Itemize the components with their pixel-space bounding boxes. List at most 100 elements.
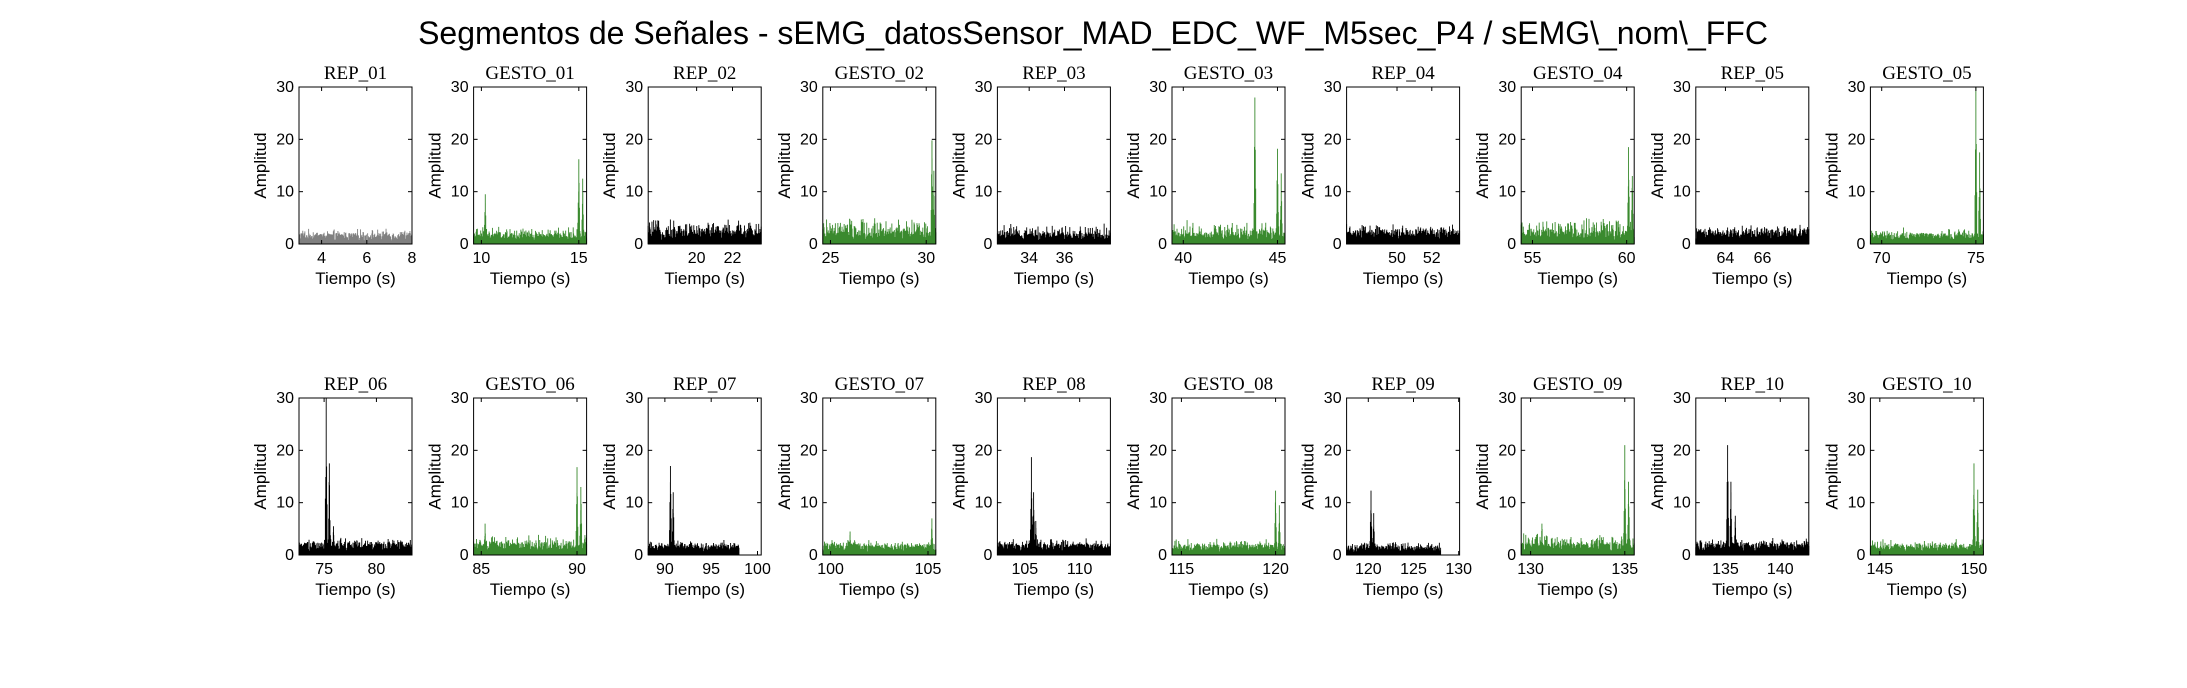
subplot-title: REP_02 [673, 63, 736, 84]
y-tick-label: 0 [1682, 547, 1691, 564]
axes-box [822, 86, 937, 245]
axes-box [647, 86, 762, 245]
subplot-rep-03: 0 10 20 30 34 36 REP_03 Tiempo (s) Amplitud [949, 63, 1111, 288]
y-tick-label: 0 [1682, 236, 1691, 253]
x-tick-label: 45 [1269, 250, 1287, 267]
subplot-title: REP_01 [324, 63, 387, 84]
x-axis-label: Tiempo (s) [1014, 580, 1095, 599]
x-tick-label: 150 [1961, 561, 1988, 578]
x-axis-label: Tiempo (s) [664, 580, 745, 599]
x-tick-label: 6 [362, 250, 371, 267]
x-tick-label: 22 [724, 250, 742, 267]
y-tick-label: 30 [1848, 79, 1866, 96]
subplot-gesto-02: 0 10 20 30 25 30 GESTO_02 Tiempo (s) Amplitud [775, 63, 937, 288]
subplot-title: GESTO_10 [1882, 374, 1971, 395]
x-axis-label: Tiempo (s) [1537, 269, 1618, 288]
x-tick-label: 145 [1866, 561, 1893, 578]
y-axis-label: Amplitud [1473, 132, 1492, 198]
subplot-gesto-06: 0 10 20 30 85 90 GESTO_06 Tiempo (s) Amplitud [426, 374, 588, 599]
y-axis-label: Amplitud [600, 443, 619, 509]
x-axis-label: Tiempo (s) [315, 580, 396, 599]
y-tick-label: 20 [1848, 131, 1866, 148]
y-tick-label: 30 [975, 79, 993, 96]
y-tick-label: 20 [1848, 442, 1866, 459]
figure-title: Segmentos de Señales - sEMG_datosSensor_… [418, 15, 1768, 51]
y-tick-label: 10 [800, 495, 818, 512]
x-axis-label: Tiempo (s) [490, 580, 571, 599]
x-tick-label: 135 [1611, 561, 1638, 578]
y-axis-label: Amplitud [949, 443, 968, 509]
y-axis-label: Amplitud [1124, 132, 1143, 198]
y-axis-label: Amplitud [1124, 443, 1143, 509]
x-tick-label: 75 [315, 561, 333, 578]
y-tick-label: 10 [1324, 184, 1342, 201]
subplot-rep-09: 0 10 20 30 120 125 130 REP_09 Tiempo (s) Amplitud [1299, 374, 1473, 599]
subplot-title: GESTO_04 [1533, 63, 1623, 84]
subplot-title: GESTO_07 [835, 374, 924, 395]
subplot-gesto-03: 0 10 20 30 40 45 GESTO_03 Tiempo (s) Amplitud [1124, 63, 1286, 288]
subplot-title: GESTO_02 [835, 63, 924, 84]
subplot-rep-06: 0 10 20 30 75 80 REP_06 Tiempo (s) Amplitud [251, 374, 413, 599]
y-axis-label: Amplitud [1473, 443, 1492, 509]
subplot-title: REP_08 [1022, 374, 1085, 395]
x-tick-label: 34 [1020, 250, 1038, 267]
y-tick-label: 30 [451, 390, 469, 407]
x-tick-label: 20 [688, 250, 706, 267]
subplot-title: REP_03 [1022, 63, 1085, 84]
x-tick-label: 115 [1169, 561, 1195, 578]
y-tick-label: 0 [285, 236, 294, 253]
axes-box [473, 86, 588, 245]
x-axis-label: Tiempo (s) [315, 269, 396, 288]
y-tick-label: 20 [1498, 442, 1516, 459]
y-tick-label: 10 [1149, 495, 1167, 512]
x-tick-label: 8 [408, 250, 417, 267]
y-tick-label: 10 [625, 184, 643, 201]
y-tick-label: 20 [276, 442, 294, 459]
axes-box [298, 397, 413, 556]
x-tick-label: 100 [744, 561, 771, 578]
y-tick-label: 0 [634, 547, 643, 564]
y-tick-label: 20 [1673, 131, 1691, 148]
x-tick-label: 135 [1712, 561, 1739, 578]
y-tick-label: 10 [451, 495, 469, 512]
y-tick-label: 0 [285, 547, 294, 564]
x-tick-label: 125 [1400, 561, 1427, 578]
y-tick-label: 0 [1856, 547, 1865, 564]
y-tick-label: 30 [1324, 390, 1342, 407]
x-tick-label: 120 [1262, 561, 1289, 578]
x-tick-label: 90 [656, 561, 674, 578]
y-tick-label: 20 [1673, 442, 1691, 459]
axes-box [1171, 86, 1286, 245]
y-tick-label: 0 [1158, 236, 1167, 253]
y-axis-label: Amplitud [949, 132, 968, 198]
x-tick-label: 40 [1174, 250, 1192, 267]
y-tick-label: 20 [276, 131, 294, 148]
x-tick-label: 10 [472, 250, 490, 267]
x-axis-label: Tiempo (s) [1188, 580, 1269, 599]
x-tick-label: 60 [1618, 250, 1636, 267]
y-tick-label: 0 [983, 547, 992, 564]
x-tick-label: 120 [1355, 561, 1382, 578]
subplot-title: GESTO_08 [1184, 374, 1273, 395]
y-tick-label: 10 [625, 495, 643, 512]
axes-box [473, 397, 588, 556]
x-tick-label: 36 [1056, 250, 1074, 267]
x-axis-label: Tiempo (s) [839, 269, 920, 288]
y-tick-label: 10 [276, 495, 294, 512]
axes-box [822, 397, 937, 556]
y-tick-label: 20 [1149, 131, 1167, 148]
x-tick-label: 75 [1967, 250, 1985, 267]
y-axis-label: Amplitud [1822, 132, 1841, 198]
x-tick-label: 30 [917, 250, 935, 267]
subplot-rep-07: 0 10 20 30 90 95 100 REP_07 Tiempo (s) Amplitud [600, 374, 771, 599]
axes-box [996, 86, 1111, 245]
subplot-gesto-08: 0 10 20 30 115 120 GESTO_08 Tiempo (s) Amplitud [1124, 374, 1289, 599]
y-tick-label: 0 [809, 547, 818, 564]
axes-box [1520, 397, 1635, 556]
y-tick-label: 30 [451, 79, 469, 96]
subplot-title: REP_04 [1371, 63, 1435, 84]
subplot-rep-04: 0 10 20 30 50 52 REP_04 Tiempo (s) Amplitud [1299, 63, 1461, 288]
y-tick-label: 0 [634, 236, 643, 253]
y-tick-label: 30 [1673, 79, 1691, 96]
